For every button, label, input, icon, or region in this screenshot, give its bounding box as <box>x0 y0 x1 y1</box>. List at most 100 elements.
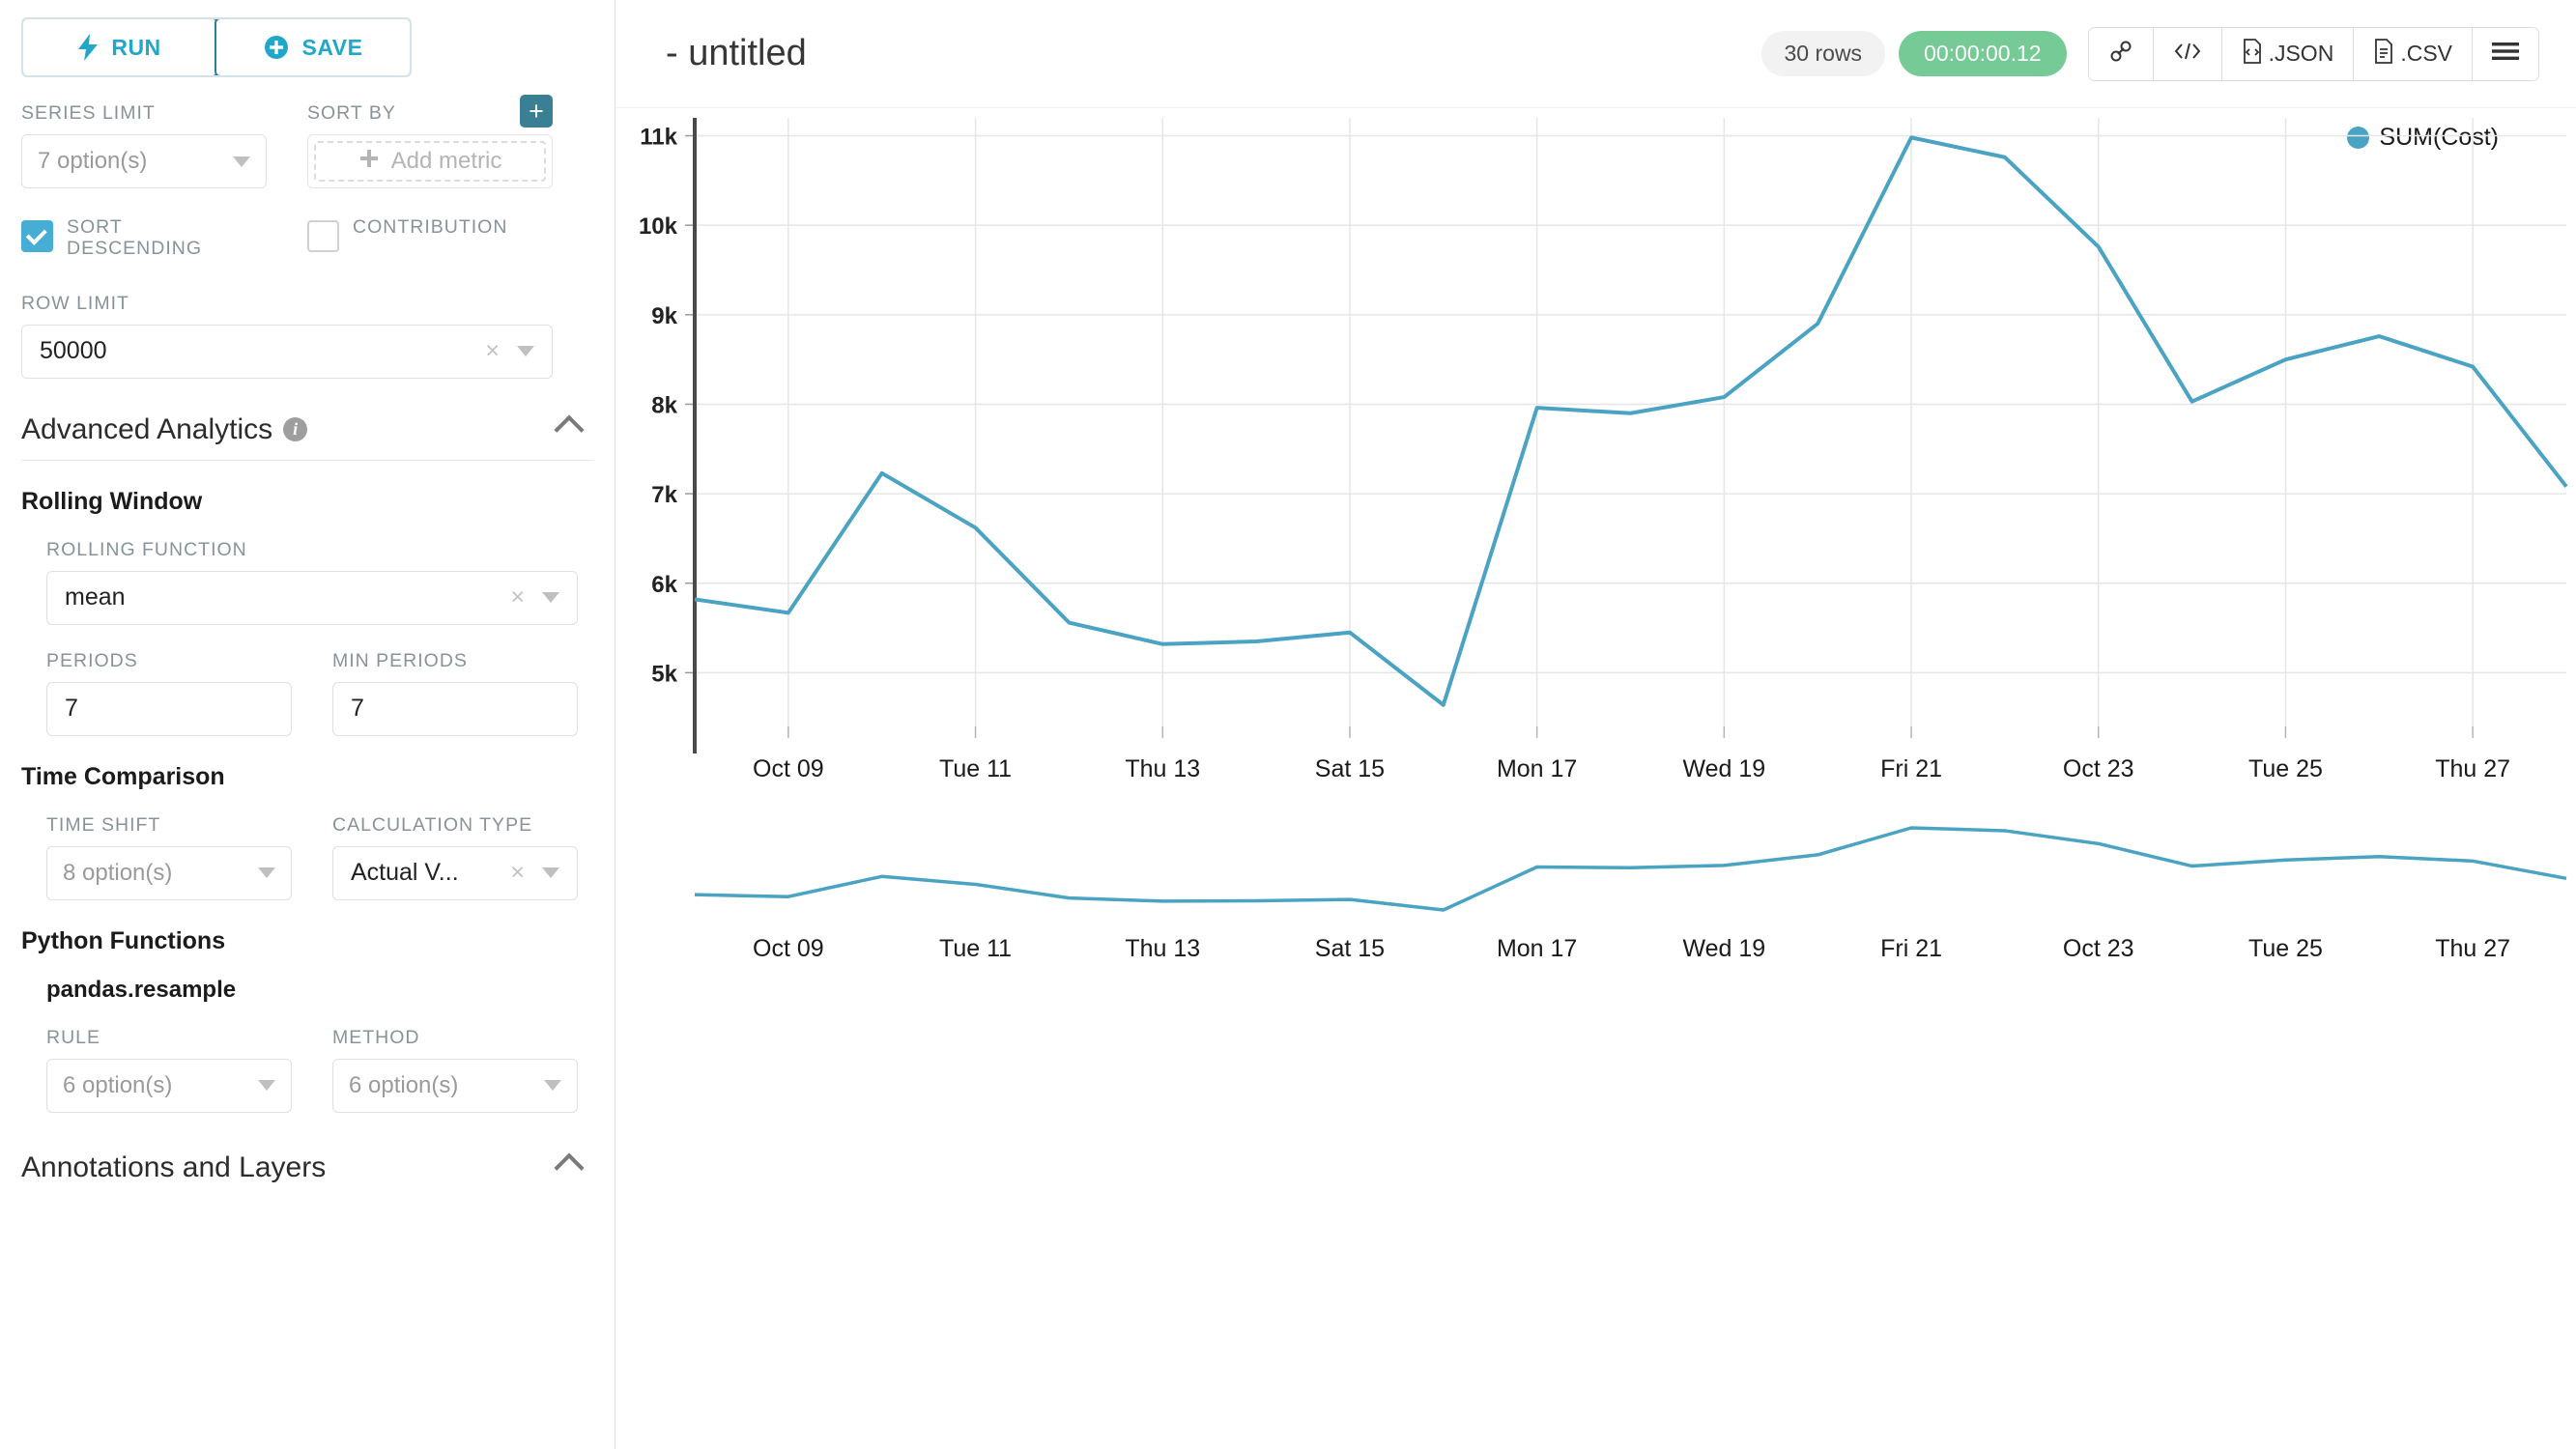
run-button[interactable]: RUN <box>23 19 218 75</box>
query-duration-badge: 00:00:00.12 <box>1899 31 2067 76</box>
calculation-type-select[interactable]: Actual V... × <box>332 845 578 900</box>
min-periods-input[interactable]: 7 <box>332 681 578 736</box>
svg-text:Thu 27: Thu 27 <box>2435 935 2510 962</box>
svg-text:Tue 11: Tue 11 <box>939 935 1012 962</box>
save-button[interactable]: SAVE <box>215 19 410 75</box>
chart-plot-area: 5k 6k 7k 8k 9k 10k 11k Oct 09 Tue 11 Thu 13 Sat 15… <box>615 108 2576 1449</box>
legend-label: SUM(Cost) <box>2379 124 2499 151</box>
pandas-resample-title: pandas.resample <box>46 976 237 1003</box>
min-periods-field: MIN PERIODS 7 <box>332 650 578 736</box>
series-limit-field: SERIES LIMIT 7 option(s) <box>21 102 267 188</box>
chart-title[interactable]: - untitled <box>666 33 807 73</box>
row-limit-value: 50000 <box>40 337 107 365</box>
advanced-analytics-header[interactable]: Advanced Analytics i <box>0 413 615 446</box>
chart-action-button-group: .JSON .CSV <box>2087 26 2539 81</box>
legend-color-swatch <box>2347 127 2370 149</box>
hamburger-icon <box>2492 41 2519 68</box>
time-shift-value: 8 option(s) <box>63 859 173 886</box>
svg-text:10k: 10k <box>639 213 678 240</box>
svg-text:6k: 6k <box>651 572 677 598</box>
svg-text:Tue 25: Tue 25 <box>2248 935 2323 962</box>
row-limit-field: ROW LIMIT 50000 × <box>21 293 553 379</box>
calculation-type-value: Actual V... <box>351 859 459 887</box>
chevron-down-icon <box>258 867 275 879</box>
contribution-checkbox[interactable] <box>307 220 339 252</box>
chevron-up-icon[interactable] <box>554 1152 585 1183</box>
sort-by-field: SORT BY + Add metric <box>307 95 553 188</box>
svg-text:Wed 19: Wed 19 <box>1682 755 1765 782</box>
periods-row: PERIODS 7 MIN PERIODS 7 <box>0 650 615 736</box>
rolling-function-select[interactable]: mean × <box>46 570 578 625</box>
info-icon[interactable]: i <box>283 417 308 442</box>
periods-field: PERIODS 7 <box>46 650 292 736</box>
rolling-function-value: mean <box>65 583 126 611</box>
rule-label: RULE <box>46 1026 101 1048</box>
advanced-analytics-title: Advanced Analytics <box>21 412 273 445</box>
embed-code-button[interactable] <box>2153 27 2222 80</box>
more-menu-button[interactable] <box>2473 27 2538 80</box>
svg-text:Sat 15: Sat 15 <box>1315 755 1385 782</box>
svg-text:Mon 17: Mon 17 <box>1497 755 1577 782</box>
rolling-function-field: ROLLING FUNCTION mean × <box>0 539 615 625</box>
periods-label: PERIODS <box>46 649 138 671</box>
sort-by-placeholder-label: Add metric <box>390 148 502 174</box>
link-button[interactable] <box>2088 27 2154 80</box>
chevron-down-icon <box>233 156 250 167</box>
chevron-down-icon <box>258 1080 275 1092</box>
series-limit-value: 7 option(s) <box>38 148 148 174</box>
series-limit-select[interactable]: 7 option(s) <box>21 134 267 188</box>
file-json-icon <box>2242 38 2263 70</box>
svg-text:7k: 7k <box>651 482 677 508</box>
rule-select[interactable]: 6 option(s) <box>46 1058 292 1113</box>
method-label: METHOD <box>332 1026 420 1048</box>
time-shift-label: TIME SHIFT <box>46 813 161 836</box>
chevron-down-icon[interactable] <box>542 867 559 879</box>
link-icon <box>2108 39 2133 70</box>
method-select[interactable]: 6 option(s) <box>332 1058 578 1113</box>
rule-value: 6 option(s) <box>63 1071 173 1098</box>
periods-input[interactable]: 7 <box>46 681 292 736</box>
download-csv-button[interactable]: .CSV <box>2354 27 2473 80</box>
time-comparison-title: Time Comparison <box>21 762 225 790</box>
row-limit-input[interactable]: 50000 × <box>21 324 553 379</box>
run-button-label: RUN <box>111 34 161 60</box>
chart-header: - untitled 30 rows 00:00:00.12 <box>615 0 2576 108</box>
add-sort-metric-badge-button[interactable]: + <box>520 95 553 128</box>
clear-icon[interactable]: × <box>485 337 500 365</box>
rule-field: RULE 6 option(s) <box>46 1027 292 1113</box>
svg-text:11k: 11k <box>640 125 677 151</box>
svg-text:9k: 9k <box>651 303 677 329</box>
sort-descending-checkbox-row[interactable]: SORT DESCENDING <box>21 216 267 260</box>
svg-text:Tue 11: Tue 11 <box>939 755 1012 782</box>
svg-text:Thu 13: Thu 13 <box>1125 755 1200 782</box>
clear-icon[interactable]: × <box>510 859 525 887</box>
chart-legend[interactable]: SUM(Cost) <box>2347 124 2499 152</box>
svg-text:Wed 19: Wed 19 <box>1682 935 1765 962</box>
clear-icon[interactable]: × <box>510 583 525 611</box>
time-shift-select[interactable]: 8 option(s) <box>46 845 292 900</box>
rolling-function-label: ROLLING FUNCTION <box>46 538 247 560</box>
download-json-label: .JSON <box>2268 41 2334 66</box>
resample-row: RULE 6 option(s) METHOD 6 option(s) <box>0 1027 615 1113</box>
svg-text:Fri 21: Fri 21 <box>1880 935 1942 962</box>
time-comparison-row: TIME SHIFT 8 option(s) CALCULATION TYPE … <box>0 814 615 900</box>
chevron-down-icon[interactable] <box>542 592 559 604</box>
method-field: METHOD 6 option(s) <box>332 1027 578 1113</box>
sort-descending-checkbox[interactable] <box>21 220 53 252</box>
calculation-type-field: CALCULATION TYPE Actual V... × <box>332 814 578 900</box>
download-json-button[interactable]: .JSON <box>2221 27 2355 80</box>
contribution-label: CONTRIBUTION <box>353 216 508 238</box>
svg-text:Fri 21: Fri 21 <box>1880 755 1942 782</box>
plus-circle-icon <box>264 35 289 60</box>
line-chart[interactable]: 5k 6k 7k 8k 9k 10k 11k Oct 09 Tue 11 Thu 13 Sat 15… <box>615 108 2576 1449</box>
chevron-down-icon[interactable] <box>517 346 534 357</box>
time-shift-field: TIME SHIFT 8 option(s) <box>46 814 292 900</box>
annotations-layers-header[interactable]: Annotations and Layers <box>0 1151 615 1184</box>
sort-by-metric-placeholder: Add metric <box>314 141 546 182</box>
method-value: 6 option(s) <box>349 1071 459 1098</box>
chevron-up-icon[interactable] <box>554 414 585 445</box>
calculation-type-label: CALCULATION TYPE <box>332 813 533 836</box>
sort-by-metric-dropzone[interactable]: Add metric <box>307 134 553 188</box>
contribution-checkbox-row[interactable]: CONTRIBUTION <box>307 216 553 260</box>
